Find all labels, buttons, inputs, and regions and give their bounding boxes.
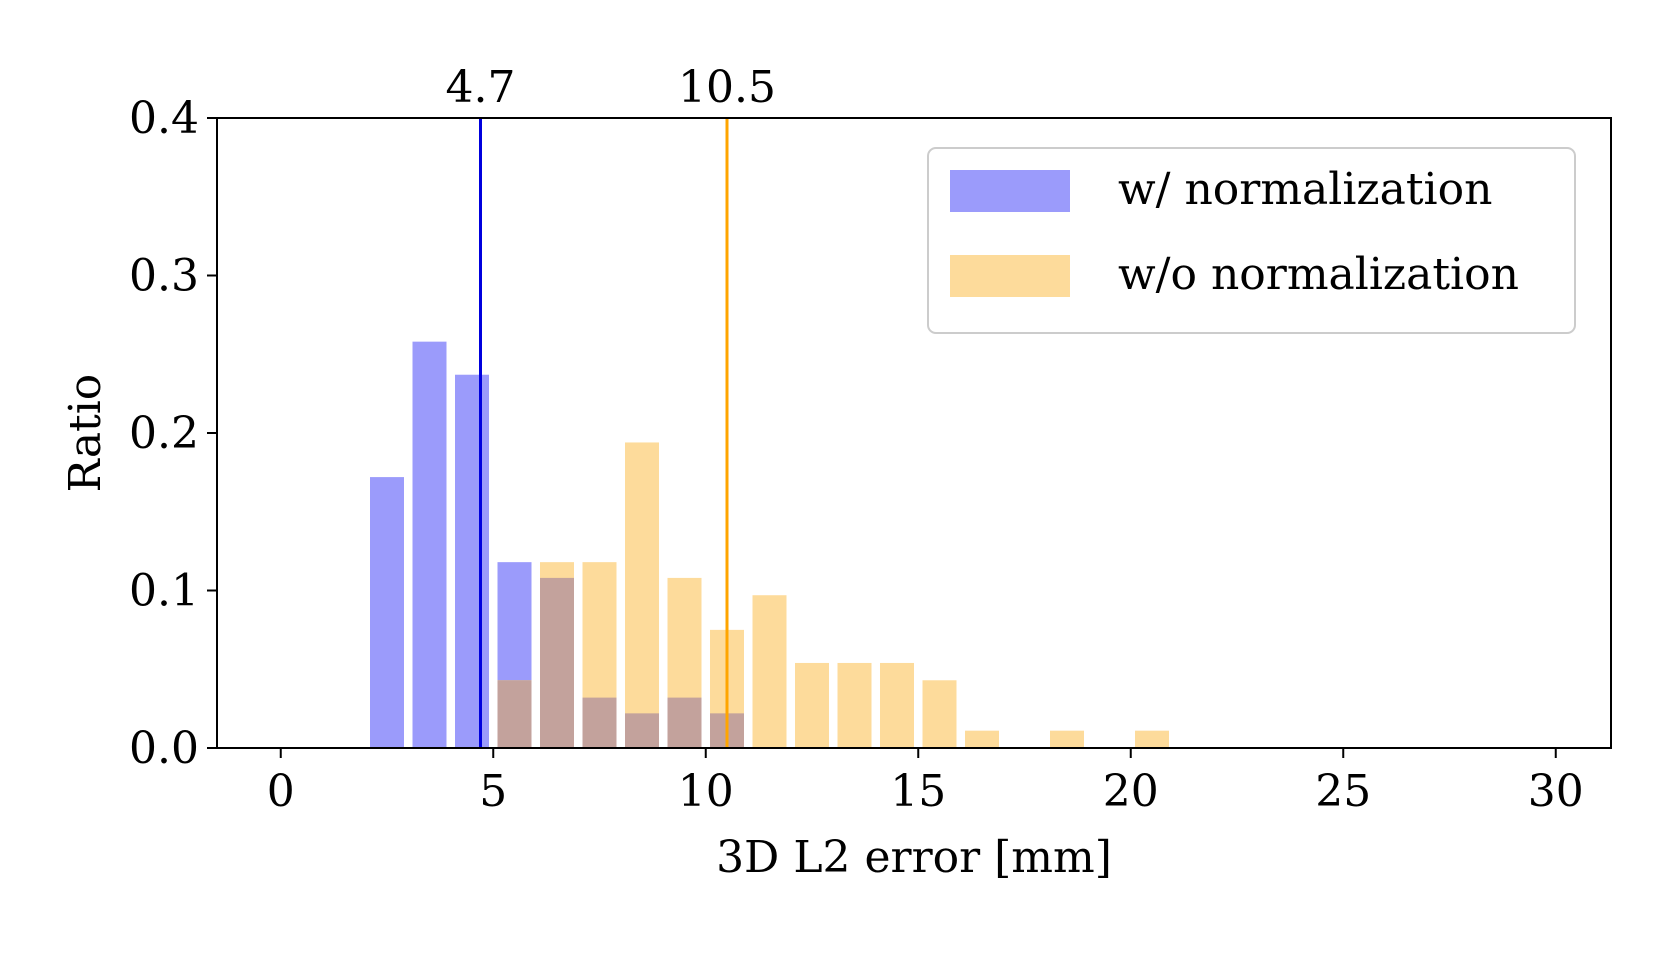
bar-w-normalization (412, 341, 447, 748)
bar-wo-normalization (965, 730, 999, 748)
x-axis-ticks: 0 5 10 15 20 25 30 (267, 748, 1584, 817)
x-axis-label: 3D L2 error [mm] (716, 832, 1112, 883)
x-tick-label: 0 (267, 766, 295, 817)
bar-overlap (540, 577, 574, 748)
mean-line-label: 10.5 (678, 62, 776, 113)
legend-swatch (950, 170, 1070, 212)
mean-lines-layer: 4.7 10.5 (446, 62, 776, 748)
bar-wo-normalization (625, 442, 659, 748)
x-tick-label: 20 (1103, 766, 1159, 817)
bar-overlap (625, 713, 659, 748)
x-tick-label: 5 (479, 766, 507, 817)
bar-wo-normalization (1135, 730, 1169, 748)
x-tick-label: 10 (678, 766, 734, 817)
bar-wo-normalization (880, 662, 914, 748)
y-axis-ticks: 0.0 0.1 0.2 0.3 0.4 (129, 93, 217, 774)
y-tick-label: 0.3 (129, 251, 199, 302)
bar-overlap (667, 697, 702, 748)
legend-swatch (950, 255, 1070, 297)
x-tick-label: 30 (1528, 766, 1584, 817)
bar-wo-normalization (752, 595, 787, 748)
bar-wo-normalization (837, 662, 872, 748)
bars-layer (370, 341, 1169, 748)
bar-wo-normalization (795, 662, 829, 748)
legend-label: w/ normalization (1118, 164, 1492, 215)
y-tick-label: 0.2 (129, 408, 199, 459)
mean-line-label: 4.7 (446, 62, 516, 113)
bar-overlap (582, 697, 617, 748)
legend-label: w/o normalization (1118, 249, 1519, 300)
y-tick-label: 0.0 (129, 723, 199, 774)
x-tick-label: 25 (1315, 766, 1371, 817)
y-tick-label: 0.1 (129, 566, 199, 617)
x-tick-label: 15 (890, 766, 946, 817)
bar-wo-normalization (922, 680, 957, 748)
bar-w-normalization (370, 477, 404, 748)
legend-frame (927, 147, 1576, 334)
bar-wo-normalization (1050, 730, 1084, 748)
legend: w/ normalization w/o normalization (927, 147, 1576, 334)
y-axis-label: Ratio (60, 374, 111, 493)
bar-overlap (497, 680, 532, 748)
bar-w-normalization (455, 374, 489, 748)
y-tick-label: 0.4 (129, 93, 199, 144)
